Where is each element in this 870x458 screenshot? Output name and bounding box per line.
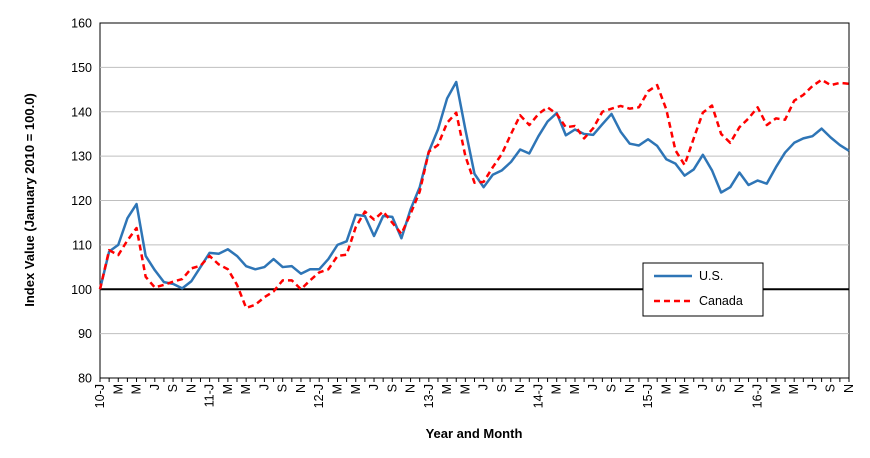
x-tick-label: 11-J bbox=[203, 384, 217, 407]
x-tick-label: J bbox=[257, 384, 271, 390]
x-tick-label: M bbox=[221, 384, 235, 394]
x-tick-label: M bbox=[769, 384, 783, 394]
gridlines bbox=[100, 66, 849, 335]
x-tick-label: J bbox=[805, 384, 819, 390]
x-tick-label: M bbox=[458, 384, 472, 394]
x-tick-label: 14-J bbox=[531, 384, 545, 408]
x-tick-label: S bbox=[385, 384, 399, 392]
y-tick-label: 130 bbox=[71, 150, 92, 164]
x-tick-label: M bbox=[330, 384, 344, 394]
x-tick-label: M bbox=[678, 384, 692, 394]
x-tick-label: N bbox=[623, 384, 637, 393]
y-tick-label: 90 bbox=[78, 327, 92, 341]
y-tick-label: 110 bbox=[72, 238, 92, 252]
x-tick-label: M bbox=[550, 384, 564, 394]
y-tick-label: 150 bbox=[71, 61, 92, 75]
x-tick-label: J bbox=[367, 384, 381, 390]
x-tick-label: M bbox=[659, 384, 673, 394]
x-tick-label: J bbox=[477, 384, 491, 390]
x-tick-label: S bbox=[605, 384, 619, 392]
y-tick-label: 160 bbox=[71, 17, 92, 31]
x-tick-label: 16-J bbox=[751, 384, 765, 408]
x-tick-label: S bbox=[166, 384, 180, 392]
x-axis-title: Year and Month bbox=[426, 426, 523, 441]
x-tick-label: S bbox=[276, 384, 290, 392]
x-tick-label: 10-J bbox=[93, 384, 107, 408]
x-tick-label: S bbox=[495, 384, 509, 392]
y-tick-label: 120 bbox=[71, 194, 92, 208]
x-tick-label: M bbox=[349, 384, 363, 394]
x-tick-label: 12-J bbox=[312, 384, 326, 408]
x-axis-ticks: 10-J M M J S N 11-J M M J S N 12-J M M J S N 13-J M M J S N 14-J… bbox=[93, 378, 856, 408]
x-tick-label: 13-J bbox=[422, 384, 436, 408]
x-tick-label: N bbox=[184, 384, 198, 393]
y-tick-label: 100 bbox=[71, 283, 92, 297]
x-tick-label: 15-J bbox=[641, 384, 655, 408]
y-tick-label: 140 bbox=[71, 105, 92, 119]
x-tick-label: N bbox=[842, 384, 856, 393]
y-tick-label: 80 bbox=[78, 372, 92, 386]
x-tick-label: N bbox=[732, 384, 746, 393]
x-tick-label: M bbox=[239, 384, 253, 394]
x-tick-label: M bbox=[440, 384, 454, 394]
x-tick-label: N bbox=[404, 384, 418, 393]
legend-box bbox=[642, 262, 764, 317]
legend-label-canada: Canada bbox=[699, 294, 743, 308]
x-tick-label: M bbox=[111, 384, 125, 394]
x-tick-label: S bbox=[714, 384, 728, 392]
x-tick-label: S bbox=[824, 384, 838, 392]
x-tick-label: M bbox=[568, 384, 582, 394]
x-tick-label: J bbox=[586, 384, 600, 390]
x-tick-label: J bbox=[696, 384, 710, 390]
y-axis-title: Index Value (January 2010 = 100.0) bbox=[22, 93, 37, 307]
series-line-us bbox=[98, 80, 850, 290]
x-tick-label: M bbox=[130, 384, 144, 394]
series-lines bbox=[98, 78, 850, 310]
legend: U.S. Canada bbox=[642, 262, 764, 317]
x-tick-label: J bbox=[148, 384, 162, 390]
x-tick-label: M bbox=[787, 384, 801, 394]
x-tick-label: N bbox=[513, 384, 527, 393]
y-axis-ticks: 80 90 100 110 120 130 140 150 160 bbox=[71, 17, 92, 386]
legend-label-us: U.S. bbox=[699, 269, 723, 283]
series-line-canada bbox=[98, 78, 850, 310]
x-tick-label: N bbox=[294, 384, 308, 393]
